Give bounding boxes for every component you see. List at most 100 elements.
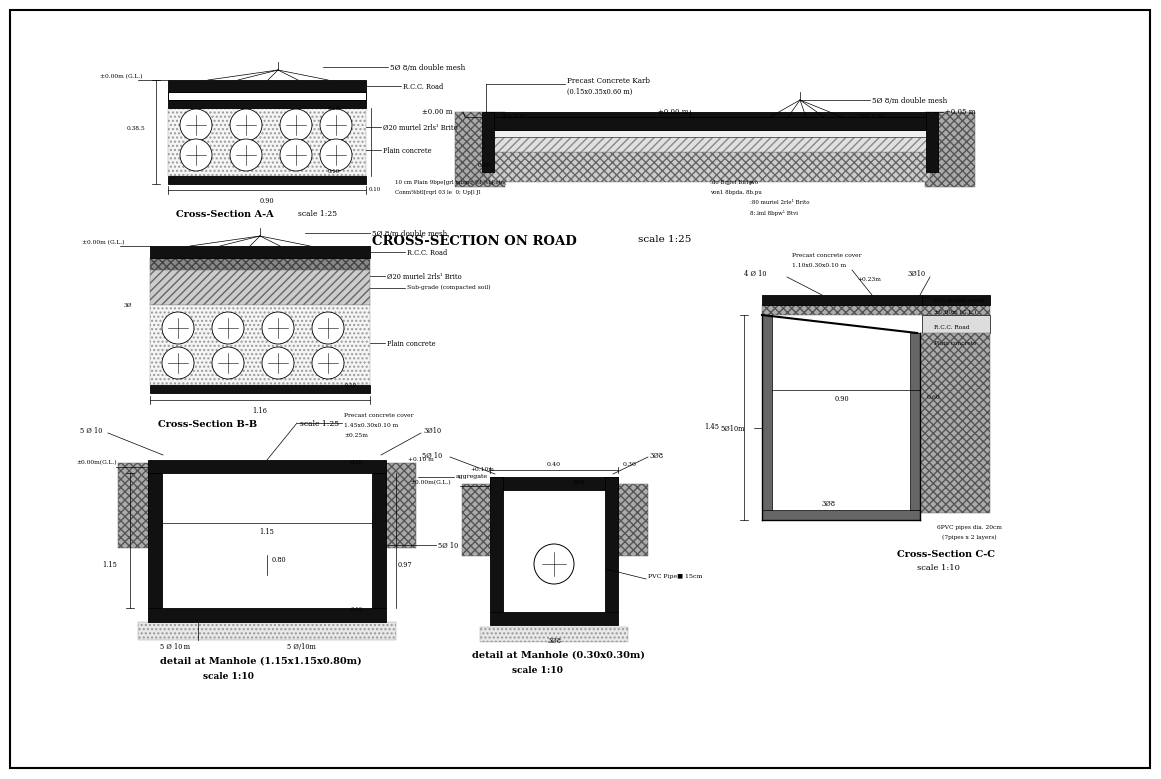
- Bar: [925, 112, 975, 187]
- Text: 1.45: 1.45: [705, 423, 720, 431]
- Bar: [922, 295, 990, 305]
- Text: ±0.00m(G.L.): ±0.00m(G.L.): [75, 460, 116, 465]
- Text: Plain concrete: Plain concrete: [933, 341, 976, 346]
- Text: 0.38.5: 0.38.5: [127, 125, 145, 131]
- Bar: [605, 477, 618, 612]
- Bar: [147, 473, 163, 608]
- Bar: [168, 100, 366, 108]
- Text: Ø20 muriel 2rls¹ Brito: Ø20 muriel 2rls¹ Brito: [383, 124, 457, 132]
- Text: %1 0.bl: %1 0.bl: [502, 114, 526, 119]
- Bar: [762, 295, 922, 305]
- Text: ±0.00m (G.L.): ±0.00m (G.L.): [933, 310, 976, 315]
- Circle shape: [320, 109, 352, 141]
- Text: 5Ø 10: 5Ø 10: [438, 542, 459, 550]
- Bar: [150, 246, 370, 258]
- Text: 3Ø8: 3Ø8: [650, 452, 664, 460]
- Text: 0.30: 0.30: [623, 462, 637, 467]
- Text: 1.16: 1.16: [253, 407, 267, 415]
- Text: ±0.00m (G.L.): ±0.00m (G.L.): [82, 240, 124, 245]
- Bar: [150, 385, 370, 393]
- Bar: [490, 612, 618, 625]
- Circle shape: [163, 347, 194, 379]
- Text: 5 Ø/10m: 5 Ø/10m: [287, 643, 316, 651]
- Bar: [150, 305, 370, 385]
- Text: ±0.25m: ±0.25m: [344, 433, 368, 438]
- Text: 0.90: 0.90: [835, 395, 850, 403]
- Text: Cross-Section B-B: Cross-Section B-B: [158, 420, 257, 429]
- Bar: [168, 80, 366, 92]
- Text: 6PVC pipes dia. 20cm: 6PVC pipes dia. 20cm: [937, 525, 1002, 530]
- Text: 1.15: 1.15: [260, 528, 274, 536]
- Text: 1.45x0.30x0.10 m: 1.45x0.30x0.10 m: [344, 423, 398, 428]
- Text: 0.10: 0.10: [329, 169, 340, 174]
- Circle shape: [280, 109, 312, 141]
- Text: PVC Pipe■ 15cm: PVC Pipe■ 15cm: [648, 574, 702, 579]
- Text: ±0.00 m: ±0.00 m: [421, 108, 453, 116]
- Bar: [147, 608, 385, 622]
- Text: Conm%btl[rqrl 03 le  0; Up[l Jl: Conm%btl[rqrl 03 le 0; Up[l Jl: [395, 190, 481, 195]
- Circle shape: [312, 312, 344, 344]
- Text: 0.10: 0.10: [351, 460, 363, 465]
- Text: 5Ø 8/m double mesh: 5Ø 8/m double mesh: [390, 64, 466, 72]
- Text: 5 Ø 10 m: 5 Ø 10 m: [160, 643, 190, 651]
- Circle shape: [163, 312, 194, 344]
- Text: 5Ø 10: 5Ø 10: [421, 452, 442, 460]
- Text: 5 Ø 10: 5 Ø 10: [80, 427, 102, 435]
- Text: 0.10: 0.10: [369, 187, 381, 192]
- Text: 5Ø 8/m double mesh: 5Ø 8/m double mesh: [372, 230, 447, 238]
- Bar: [150, 258, 370, 270]
- Text: scale 1:25: scale 1:25: [298, 210, 337, 218]
- Text: :80 muriel 2rle¹ Brito: :80 muriel 2rle¹ Brito: [750, 200, 809, 205]
- Bar: [490, 117, 930, 130]
- Text: 3Ø8: 3Ø8: [547, 637, 561, 645]
- Bar: [138, 622, 396, 640]
- Text: 0.10: 0.10: [351, 607, 363, 612]
- Text: +0.05 m: +0.05 m: [945, 108, 975, 116]
- Text: 1.10x0.30x0.10 m: 1.10x0.30x0.10 m: [792, 263, 846, 268]
- Text: +0.10 m: +0.10 m: [408, 457, 434, 462]
- Text: (7pipes x 2 layers): (7pipes x 2 layers): [942, 535, 996, 541]
- Text: %1 0.bl: %1 0.bl: [860, 114, 885, 119]
- Bar: [503, 490, 605, 599]
- Bar: [372, 473, 385, 608]
- Text: Precast concrete cover: Precast concrete cover: [344, 413, 413, 418]
- Text: Precast Concrete Karb: Precast Concrete Karb: [567, 77, 650, 85]
- Bar: [922, 315, 990, 333]
- Text: 1.15: 1.15: [102, 561, 117, 569]
- Bar: [482, 112, 493, 172]
- Bar: [917, 333, 990, 513]
- Bar: [168, 92, 366, 100]
- Circle shape: [312, 347, 344, 379]
- Bar: [926, 112, 938, 172]
- Text: je: je: [750, 180, 755, 185]
- Text: aggregate: aggregate: [456, 474, 488, 479]
- Text: 0.40: 0.40: [547, 462, 561, 467]
- Text: Sub-grade (compacted soil): Sub-grade (compacted soil): [408, 285, 491, 291]
- Circle shape: [212, 312, 244, 344]
- Bar: [168, 176, 366, 184]
- Text: detail at Manhole (0.30x0.30m): detail at Manhole (0.30x0.30m): [473, 651, 644, 660]
- Circle shape: [262, 312, 294, 344]
- Bar: [490, 152, 930, 182]
- Text: 3Ø10: 3Ø10: [907, 270, 925, 278]
- Text: scale 1:25: scale 1:25: [639, 235, 691, 244]
- Text: R.C.C. Road: R.C.C. Road: [408, 249, 447, 257]
- Circle shape: [534, 544, 574, 584]
- Bar: [479, 627, 628, 642]
- Text: 5Ø10m: 5Ø10m: [720, 425, 744, 433]
- Bar: [910, 333, 920, 510]
- Text: R.C.C. Road: R.C.C. Road: [933, 325, 969, 330]
- Bar: [490, 477, 503, 612]
- Bar: [490, 137, 930, 152]
- Text: CROSS-SECTION ON ROAD: CROSS-SECTION ON ROAD: [372, 235, 577, 248]
- Text: (0.15x0.35x0.60 m): (0.15x0.35x0.60 m): [567, 88, 633, 96]
- Text: 0.10: 0.10: [329, 106, 340, 111]
- Text: 10 cm Plain 9bpe[grl mbmq %l %b[;rto(: 10 cm Plain 9bpe[grl mbmq %l %b[;rto(: [395, 180, 506, 185]
- Bar: [150, 270, 370, 305]
- Circle shape: [180, 109, 212, 141]
- Text: Ø20 muriel 2rls¹ Brito: Ø20 muriel 2rls¹ Brito: [387, 273, 462, 281]
- Text: detail at Manhole (1.15x1.15x0.80m): detail at Manhole (1.15x1.15x0.80m): [160, 657, 361, 666]
- Text: Precast concrete cover: Precast concrete cover: [792, 253, 861, 258]
- Text: 8/m double mesh: 8/m double mesh: [933, 297, 985, 302]
- Text: 0.60: 0.60: [926, 395, 940, 400]
